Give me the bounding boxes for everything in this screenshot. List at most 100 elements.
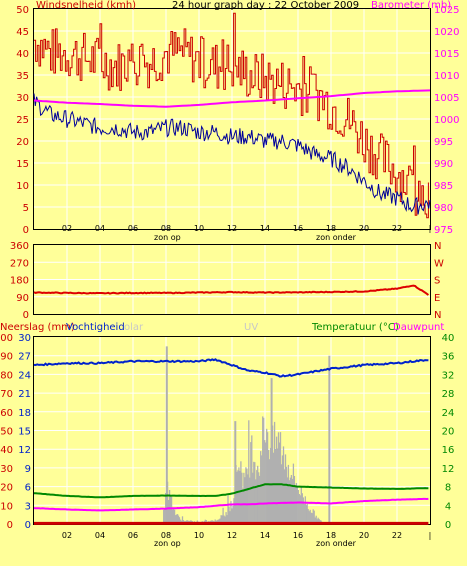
bottom-left-label-rain: Neerslag (mm) (0, 322, 75, 333)
dewpoint-line (33, 497, 429, 512)
x-tick-label: 22 (392, 531, 402, 540)
top-left-tick-label: 20 (16, 137, 29, 148)
x-tick-label: 10 (194, 531, 204, 540)
temperature-tick-label: 4 (445, 501, 451, 512)
x-tick-label: 18 (326, 224, 336, 233)
top-right-tick-label: 990 (434, 159, 453, 170)
x-tick-label: 04 (95, 224, 105, 233)
wind-average-line (33, 93, 431, 215)
top-sunset-label: zon onder (316, 233, 357, 242)
humidity-tick-label: 3 (25, 501, 31, 512)
bottom-left-label-humidity: Vochtigheid (66, 322, 125, 333)
rain-tick-label: 20 (0, 483, 13, 494)
top-chart-left-label: Windsnelheid (kmh) (36, 0, 136, 11)
temperature-tick-label: 16 (442, 445, 455, 456)
top-chart-title: 24 hour graph day : 22 October 2009 (172, 0, 359, 11)
top-left-tick-label: 0 (23, 225, 29, 236)
temperature-line (34, 483, 429, 499)
rain-tick-label: 10 (0, 501, 13, 512)
rain-tick-label: 0 (7, 520, 13, 531)
bottom-uv-label: UV (244, 322, 258, 333)
temperature-tick-label: 28 (442, 389, 455, 400)
direction-compass-label: E (434, 293, 440, 304)
direction-tick-label: 90 (16, 293, 29, 304)
rain-tick-label: 90 (0, 352, 13, 363)
direction-tick-label: 270 (10, 258, 29, 269)
top-right-tick-label: 1015 (434, 49, 459, 60)
direction-tick-label: 0 (23, 310, 29, 321)
top-left-tick-label: 40 (16, 49, 29, 60)
humidity-tick-label: 24 (18, 370, 31, 381)
temperature-tick-label: 24 (442, 408, 455, 419)
x-tick-label: | (429, 531, 432, 540)
wind-speed-line (34, 12, 429, 219)
humidity-tick-label: 6 (25, 483, 31, 494)
top-left-tick-label: 15 (16, 159, 29, 170)
rain-tick-label: 60 (0, 408, 13, 419)
humidity-tick-label: 15 (18, 427, 31, 438)
bottom-sunrise-label: zon op (154, 539, 181, 548)
top-right-tick-label: 985 (434, 181, 453, 192)
barometer-line (33, 89, 431, 108)
direction-compass-label: N (434, 310, 441, 321)
bottom-right-label-dew: Dauwpunt (393, 322, 444, 333)
top-right-tick-label: 975 (434, 225, 453, 236)
top-right-tick-label: 1010 (434, 71, 459, 82)
humidity-line (33, 358, 429, 378)
direction-compass-label: W (434, 258, 444, 269)
wind-direction-line (33, 284, 430, 296)
humidity-tick-label: 0 (25, 520, 31, 531)
direction-tick-label: 180 (10, 276, 29, 287)
humidity-tick-label: 21 (18, 389, 31, 400)
x-tick-label: 14 (260, 531, 270, 540)
direction-tick-label: 360 (10, 241, 29, 252)
humidity-tick-label: 27 (18, 352, 31, 363)
x-tick-label: 02 (62, 531, 72, 540)
top-right-tick-label: 1005 (434, 93, 459, 104)
direction-compass-label: S (434, 276, 440, 287)
x-tick-label: 16 (293, 224, 303, 233)
top-right-tick-label: 1020 (434, 27, 459, 38)
rain-tick-label: 50 (0, 427, 13, 438)
rain-tick-label: 40 (0, 445, 13, 456)
top-right-tick-label: 995 (434, 137, 453, 148)
x-tick-label: 12 (227, 531, 237, 540)
temperature-tick-label: 12 (442, 464, 455, 475)
top-left-tick-label: 50 (16, 5, 29, 16)
x-tick-label: | (429, 224, 432, 233)
top-left-tick-label: 45 (16, 27, 29, 38)
humidity-tick-label: 12 (18, 445, 31, 456)
temperature-tick-label: 8 (445, 483, 451, 494)
top-chart-right-label: Barometer (mb) (371, 0, 451, 11)
top-left-tick-label: 5 (23, 203, 29, 214)
x-tick-label: 14 (260, 224, 270, 233)
x-tick-label: 16 (293, 531, 303, 540)
top-left-tick-label: 25 (16, 115, 29, 126)
x-tick-label: 10 (194, 224, 204, 233)
x-tick-label: 20 (359, 224, 369, 233)
top-right-tick-label: 1025 (434, 5, 459, 16)
bottom-sunset-label: zon onder (316, 539, 357, 548)
bottom-solar-label: olar (124, 322, 144, 333)
bottom-right-label-temp: Temperatuur (°C) (311, 322, 399, 333)
x-tick-label: 02 (62, 224, 72, 233)
humidity-tick-label: 9 (25, 464, 31, 475)
x-tick-label: 08 (161, 531, 171, 540)
top-left-tick-label: 10 (16, 181, 29, 192)
temperature-tick-label: 20 (442, 427, 455, 438)
temperature-tick-label: 36 (442, 352, 455, 363)
x-tick-label: 12 (227, 224, 237, 233)
rain-tick-label: 80 (0, 370, 13, 381)
x-tick-label: 22 (392, 224, 402, 233)
x-tick-label: 18 (326, 531, 336, 540)
direction-compass-label: N (434, 241, 441, 252)
x-tick-label: 06 (128, 224, 138, 233)
top-right-tick-label: 1000 (434, 115, 459, 126)
top-left-tick-label: 30 (16, 93, 29, 104)
top-left-tick-label: 35 (16, 71, 29, 82)
rain-tick-label: 70 (0, 389, 13, 400)
temperature-tick-label: 32 (442, 370, 455, 381)
temperature-tick-label: 40 (442, 333, 455, 344)
